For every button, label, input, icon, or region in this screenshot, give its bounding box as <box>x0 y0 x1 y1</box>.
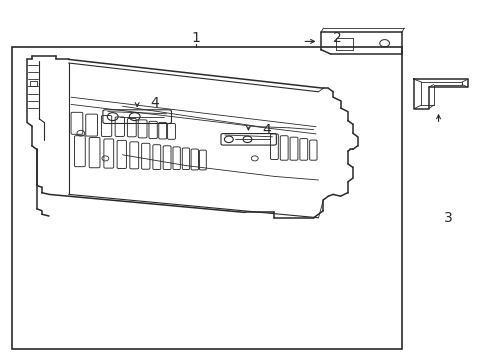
Text: 1: 1 <box>192 31 200 45</box>
Text: 4: 4 <box>263 123 271 136</box>
Bar <box>12 47 402 349</box>
Text: 2: 2 <box>333 31 342 45</box>
Text: 3: 3 <box>444 211 453 225</box>
Text: 4: 4 <box>150 96 159 109</box>
